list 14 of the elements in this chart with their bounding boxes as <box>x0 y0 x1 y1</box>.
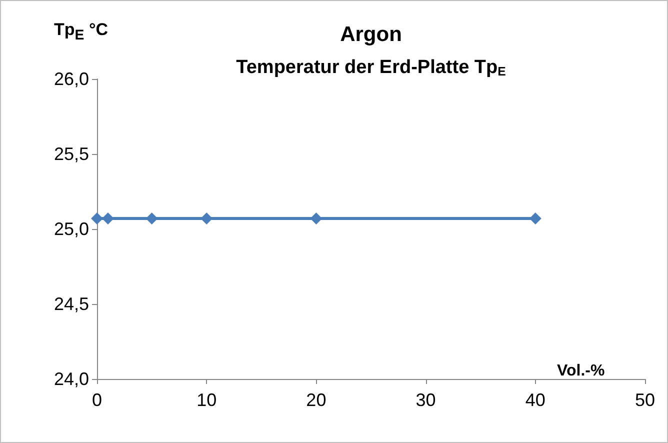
chart-title: Argon <box>340 23 402 46</box>
y-tick-label: 25,5 <box>54 144 89 164</box>
y-tick-label: 24,5 <box>54 294 89 314</box>
x-tick-label: 40 <box>525 390 546 410</box>
y-tick-label: 26,0 <box>54 69 89 89</box>
x-tick-label: 20 <box>306 390 326 410</box>
y-tick-label: 24,0 <box>54 369 89 389</box>
x-tick-label: 10 <box>196 390 217 410</box>
x-axis-title: Vol.-% <box>557 362 605 380</box>
x-tick-label: 30 <box>416 390 436 410</box>
y-tick-label: 25,0 <box>54 219 89 239</box>
x-tick-label: 0 <box>92 390 102 410</box>
y-axis-title: Tp$_{E}$ °C <box>54 20 108 44</box>
x-tick-label: 50 <box>634 390 656 410</box>
